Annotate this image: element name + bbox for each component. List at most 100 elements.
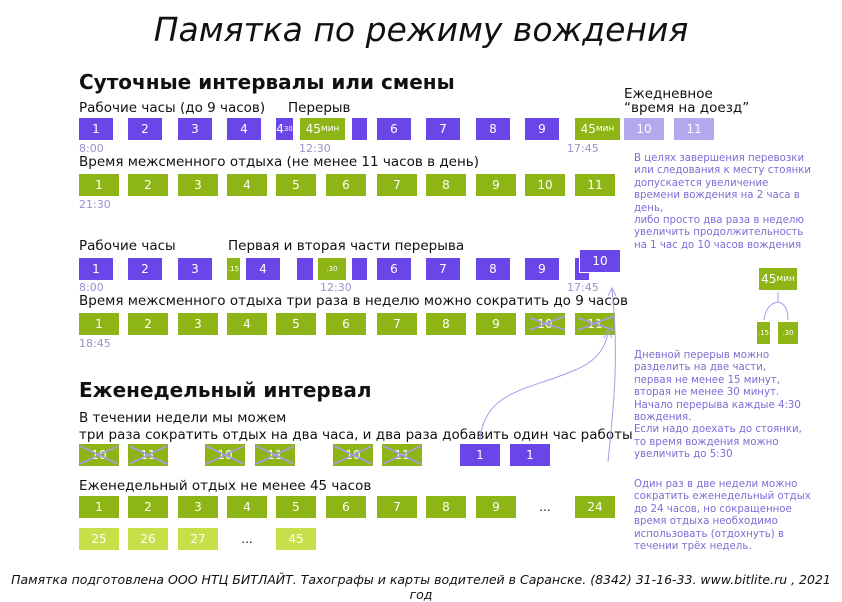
time-start-2: 8:00 <box>79 281 104 294</box>
extra-hour-block: 10 <box>624 118 664 140</box>
ellipsis: ... <box>539 500 551 514</box>
rest-hour-block: 25 <box>79 528 119 550</box>
rest-label-2: Время межсменного отдыха три раза в неде… <box>79 293 628 309</box>
hour-block: 10 <box>525 313 565 335</box>
hour-block: 4 <box>246 258 280 280</box>
break-label: Перерыв <box>288 100 351 116</box>
rest-hour-block: 2 <box>128 496 168 518</box>
rest-hour-block: 6 <box>326 496 366 518</box>
hour-block: 1 <box>79 174 119 196</box>
hour-part-block <box>297 258 313 280</box>
break-part-2: .30 <box>318 258 346 280</box>
hour-block: 6 <box>326 313 366 335</box>
footer: Памятка подготовлена ООО НТЦ БИТЛАЙТ. Та… <box>11 572 831 602</box>
hour-block: 9 <box>476 174 516 196</box>
hour-block: 7 <box>426 118 460 140</box>
note-split-break: Дневной перерыв можно разделить на две ча… <box>634 350 802 461</box>
hour-block: 7 <box>377 174 417 196</box>
hour-block: 6 <box>377 258 411 280</box>
hour-block: 5 <box>276 313 316 335</box>
rest-hour-block: 27 <box>178 528 218 550</box>
hour-block: 4 <box>227 118 261 140</box>
time-break: 12:30 <box>299 142 331 155</box>
section-weekly-heading: Еженедельный интервал <box>79 378 372 402</box>
break-gap-block <box>352 118 367 140</box>
hour-block: 9 <box>525 258 559 280</box>
hour-block: 6 <box>377 118 411 140</box>
split-part-1: .15 <box>757 322 770 344</box>
hour-block: 6 <box>326 174 366 196</box>
hour-block: 3 <box>178 118 212 140</box>
hour-block: 5 <box>276 174 316 196</box>
split-break-label: Первая и вторая части перерыва <box>228 238 465 254</box>
reduced-rest-block: 11 <box>128 444 168 466</box>
rest-hour-block: 7 <box>377 496 417 518</box>
hour-block: 3 <box>178 313 218 335</box>
hour-block: 2 <box>128 258 162 280</box>
hour-part-block <box>352 258 367 280</box>
split-total-block: 45 мин <box>759 268 797 290</box>
time-end: 17:45 <box>567 142 599 155</box>
weekly-rest-label: Еженедельный отдых не менее 45 часов <box>79 478 372 494</box>
hour-block: 3 <box>178 258 212 280</box>
rest-hour-block: 4 <box>227 496 267 518</box>
rest-label: Время межсменного отдыха (не менее 11 ча… <box>79 154 480 170</box>
hour-block: 3 <box>178 174 218 196</box>
hour-block: 7 <box>426 258 460 280</box>
work-hours-label-2: Рабочие часы <box>79 238 176 254</box>
hour-block: 9 <box>476 313 516 335</box>
reduced-rest-block: 10 <box>333 444 373 466</box>
work-hours-label: Рабочие часы (до 9 часов) <box>79 100 266 116</box>
time-rest-start: 21:30 <box>79 198 111 211</box>
hour-block: 9 <box>525 118 559 140</box>
break-block: 45 мин <box>575 118 620 140</box>
reduced-rest-block: 11 <box>382 444 422 466</box>
hour-block: 2 <box>128 118 162 140</box>
reduced-rest-block: 10 <box>79 444 119 466</box>
time-end-2: 17:45 <box>567 281 599 294</box>
daily-drive-label-1: Ежедневное <box>624 86 713 102</box>
rest-hour-block: 5 <box>276 496 316 518</box>
note-weekly-rest: Один раз в две недели можно сократить еже… <box>634 479 811 553</box>
hour-block: 4 <box>227 313 267 335</box>
rest-hour-block: 45 <box>276 528 316 550</box>
time-rest-start-2: 18:45 <box>79 337 111 350</box>
rest-hour-block: 26 <box>128 528 168 550</box>
rest-hour-block: 3 <box>178 496 218 518</box>
hour-block: 11 <box>575 174 615 196</box>
break-block: 45 мин <box>300 118 345 140</box>
hour-block: 8 <box>476 118 510 140</box>
hour-block: 11 <box>575 313 615 335</box>
extra-hour-block-10: 10 <box>579 249 621 273</box>
split-arrows <box>763 292 789 321</box>
weekly-text-2: три раза сократить отдых на два часа, и … <box>79 427 633 443</box>
rest-hour-block: 9 <box>476 496 516 518</box>
hour-block: 1 <box>79 313 119 335</box>
rest-hour-block: 24 <box>575 496 615 518</box>
reduced-rest-block: 11 <box>255 444 295 466</box>
time-start: 8:00 <box>79 142 104 155</box>
break-part-1: .15 <box>227 258 240 280</box>
section-daily-heading: Суточные интервалы или смены <box>79 70 455 94</box>
rest-hour-block: 1 <box>79 496 119 518</box>
hour-block: 2 <box>128 174 168 196</box>
half-hour-block: 4 30 <box>276 118 293 140</box>
hour-block: 4 <box>227 174 267 196</box>
rest-hour-block: 8 <box>426 496 466 518</box>
hour-block: 8 <box>426 313 466 335</box>
hour-block: 1 <box>79 118 113 140</box>
extra-work-block: 1 <box>510 444 550 466</box>
daily-drive-label-2: “время на доезд” <box>624 100 750 116</box>
hour-block: 7 <box>377 313 417 335</box>
reduced-rest-block: 10 <box>205 444 245 466</box>
extra-work-block: 1 <box>460 444 500 466</box>
weekly-text-1: В течении недели мы можем <box>79 410 287 426</box>
ellipsis: ... <box>241 532 253 546</box>
note-extension: В целях завершения перевозки или следован… <box>634 153 812 251</box>
hour-block: 8 <box>476 258 510 280</box>
extra-hour-block: 11 <box>674 118 714 140</box>
page-title: Памятка по режиму вождения <box>153 10 689 49</box>
hour-block: 10 <box>525 174 565 196</box>
hour-block: 2 <box>128 313 168 335</box>
time-break-2: 12:30 <box>320 281 352 294</box>
